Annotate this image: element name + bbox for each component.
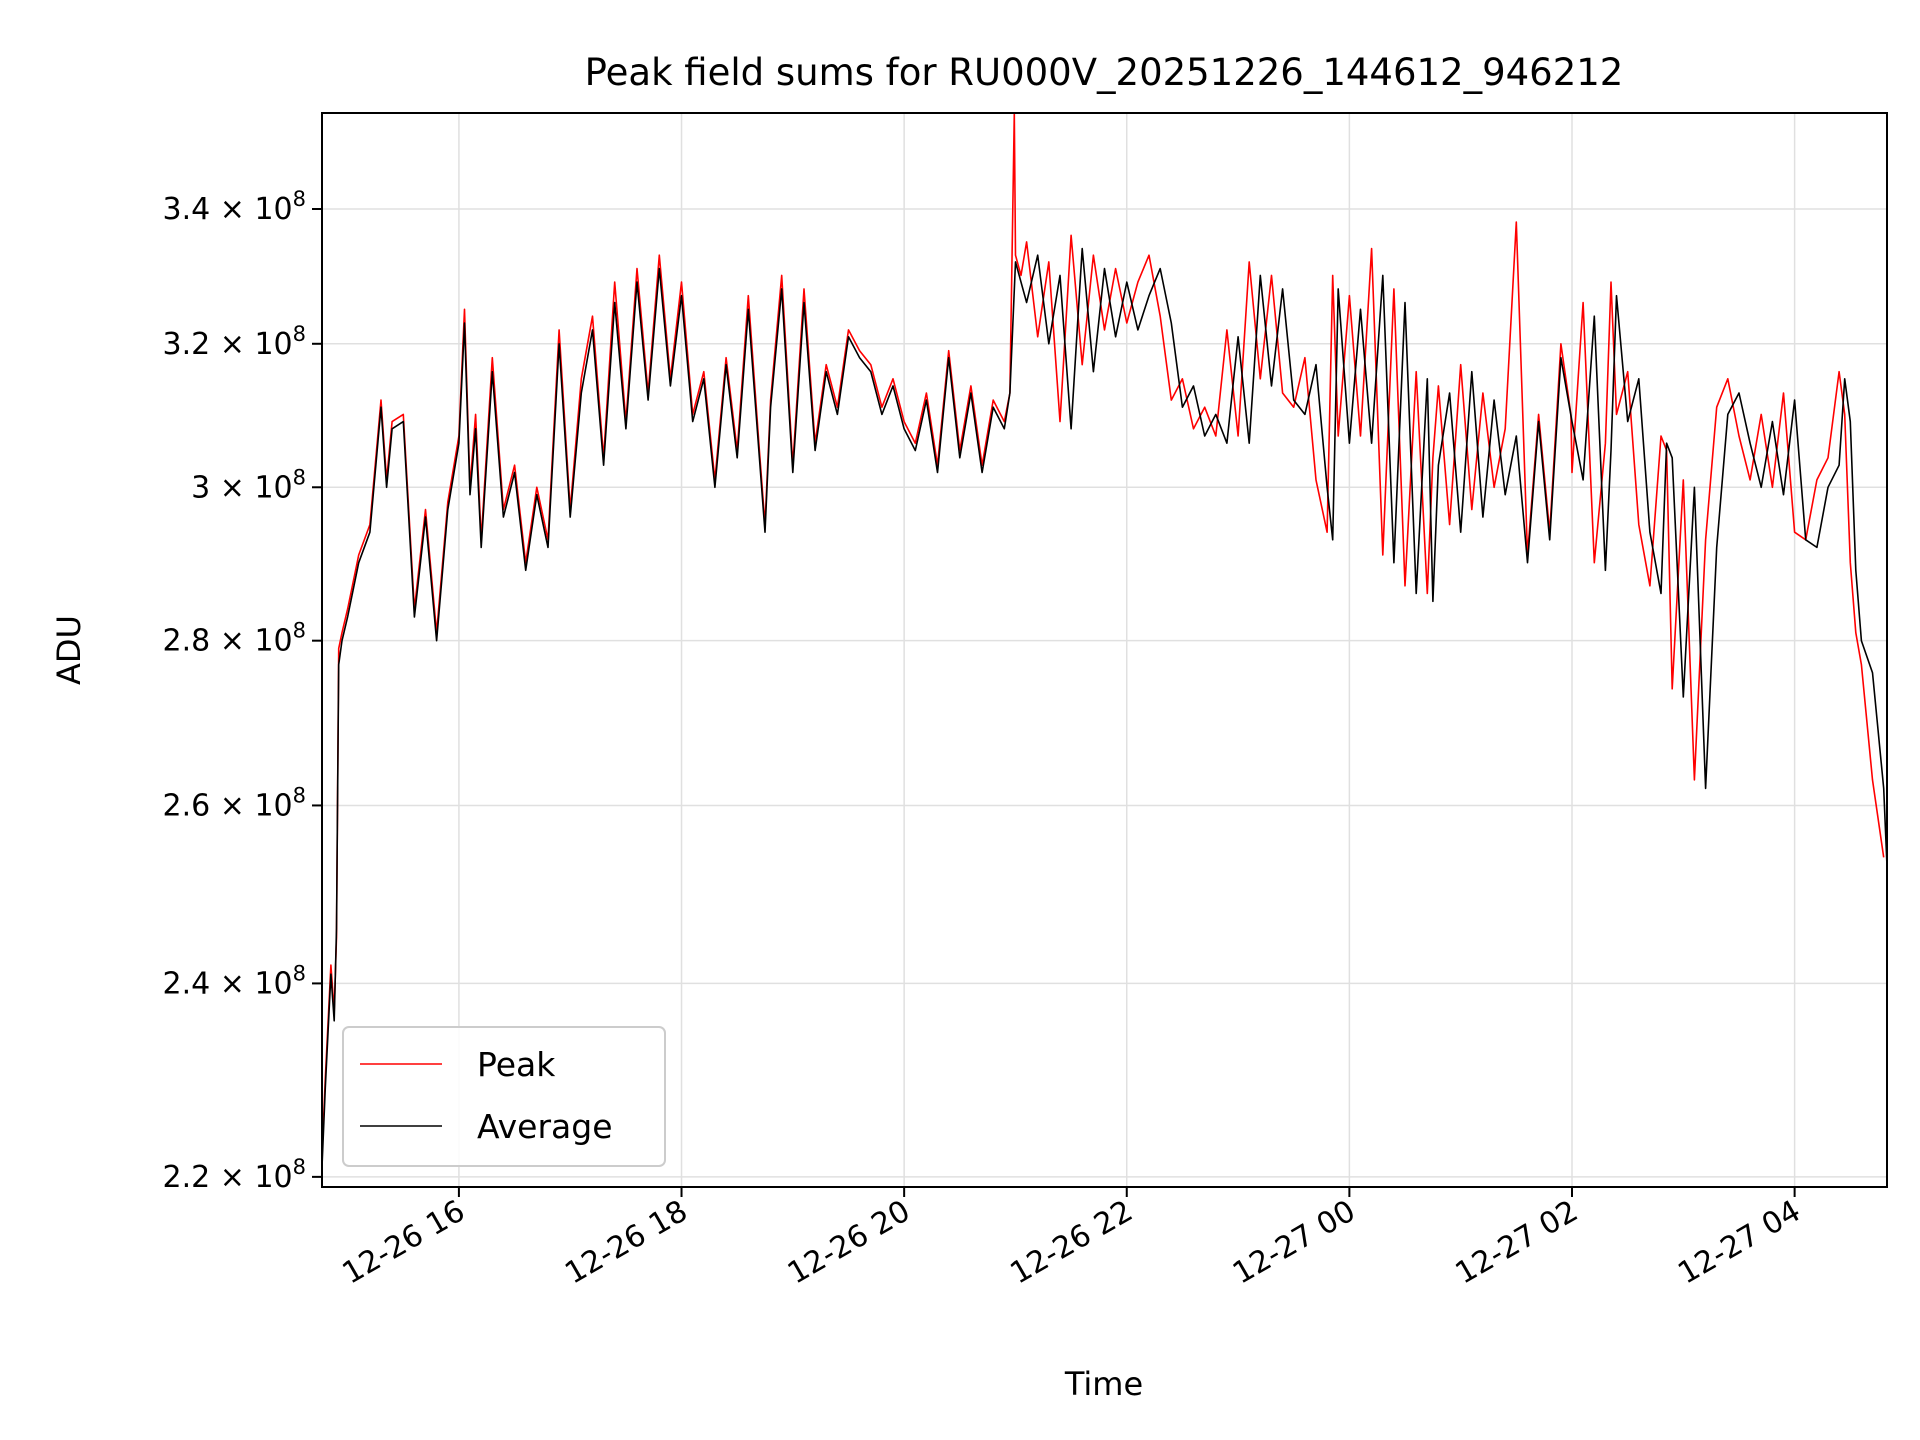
y-tick-label: 2.4 × 108: [163, 961, 306, 1001]
y-tick-mantissa: 3.4: [163, 192, 220, 227]
y-tick-exponent: 8: [293, 783, 306, 807]
series-line-average: [321, 247, 1888, 1167]
y-tick-label: 3 × 108: [191, 465, 306, 505]
legend-peak-label: Peak: [477, 1045, 556, 1084]
y-tick-label: 2.8 × 108: [163, 619, 306, 659]
y-tick-exponent: 8: [293, 465, 306, 489]
y-tick-exponent: 8: [293, 322, 306, 346]
y-tick-exponent: 8: [293, 187, 306, 211]
y-tick-label: 3.4 × 108: [163, 187, 306, 227]
y-tick-base: × 10: [220, 192, 293, 227]
y-axis-label: ADU: [50, 615, 88, 685]
y-tick-exponent: 8: [293, 1155, 306, 1179]
grid-layer: [322, 113, 1887, 1187]
plot-frame: [321, 112, 1888, 1188]
x-axis-label: Time: [1064, 1365, 1143, 1403]
y-tick-mantissa: 3: [191, 470, 220, 505]
legend: Peak Average: [342, 1026, 666, 1167]
y-tick-base: × 10: [220, 966, 293, 1001]
y-tick-label: 2.6 × 108: [163, 783, 306, 823]
series-line-peak: [321, 112, 1885, 1157]
legend-average-label: Average: [477, 1107, 613, 1146]
y-tick-base: × 10: [220, 470, 293, 505]
y-tick-mantissa: 2.2: [163, 1160, 220, 1195]
y-tick-base: × 10: [220, 788, 293, 823]
y-tick-label: 2.2 × 108: [163, 1155, 306, 1195]
y-tick-base: × 10: [220, 624, 293, 659]
y-tick-base: × 10: [220, 1160, 293, 1195]
y-tick-mantissa: 2.6: [163, 788, 220, 823]
y-tick-mantissa: 2.8: [163, 624, 220, 659]
y-tick-exponent: 8: [293, 961, 306, 985]
y-tick-label: 3.2 × 108: [163, 322, 306, 362]
series-layer: [321, 112, 1888, 1167]
chart-title: Peak field sums for RU000V_20251226_1446…: [585, 51, 1624, 94]
y-tick-mantissa: 3.2: [163, 327, 220, 362]
y-tick-mantissa: 2.4: [163, 966, 220, 1001]
y-tick-exponent: 8: [293, 619, 306, 643]
y-tick-base: × 10: [220, 327, 293, 362]
legend-box: [342, 1026, 666, 1167]
